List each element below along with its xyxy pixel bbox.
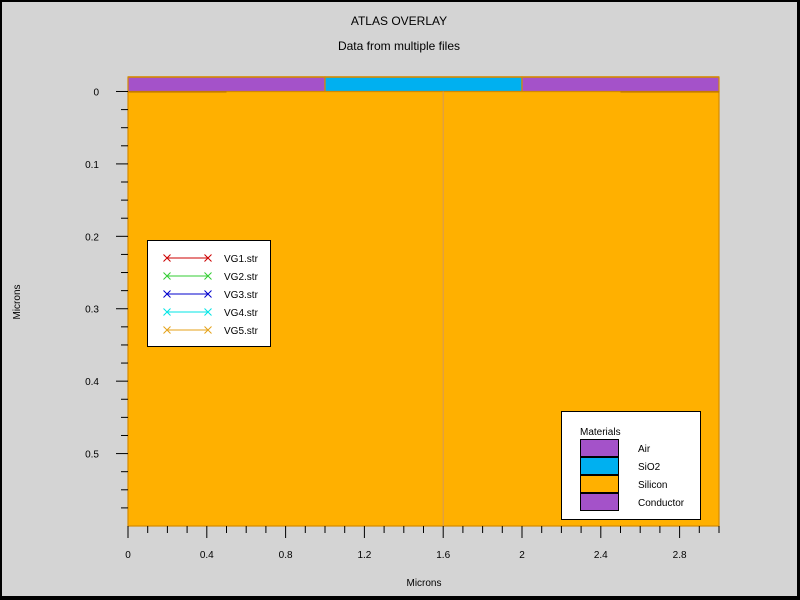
materials-legend-title: Materials [580,427,621,438]
material-swatch-Silicon [580,475,619,493]
legend-marker [163,308,171,316]
chart-title: ATLAS OVERLAY [351,14,447,28]
region-conductor-1 [127,76,326,93]
material-swatch-SiO2 [580,457,619,475]
material-label-Conductor: Conductor [638,498,685,509]
x-tick-label: 2 [519,550,525,561]
x-tick-label: 0.8 [279,550,293,561]
y-axis-title: Microns [12,284,23,319]
materials-legend: Materials Air SiO2 Silicon Conductor [561,411,701,520]
legend-marker [204,308,212,316]
material-swatch-Conductor [580,493,619,511]
legend-marker [204,326,212,334]
legend-marker [163,326,171,334]
x-tick-label: 2.4 [594,550,608,561]
y-axis: 0 0.1 0.2 0.3 0.4 0.5 [85,87,128,509]
legend-label-VG4.str: VG4.str [224,308,259,319]
x-tick-label: 2.8 [673,550,687,561]
material-swatch-Air [580,439,619,457]
legend-marker [163,254,171,262]
y-tick-label: 0.5 [85,450,99,461]
legend-label-VG2.str: VG2.str [224,272,259,283]
x-tick-label: 0.4 [200,550,214,561]
legend-marker [204,254,212,262]
x-axis-title: Microns [406,578,441,589]
y-tick-label: 0 [93,87,99,98]
x-axis: 0 0.4 0.8 1.2 1.6 2 2.4 2.8 [125,526,720,561]
legend-label-VG5.str: VG5.str [224,326,259,337]
material-label-Air: Air [638,444,651,455]
region-sio2-2 [324,76,523,93]
x-tick-label: 1.6 [436,550,450,561]
chart-subtitle: Data from multiple files [338,39,460,53]
material-label-SiO2: SiO2 [638,462,661,473]
x-tick-label: 0 [125,550,131,561]
legend-marker [163,272,171,280]
y-tick-label: 0.2 [85,232,99,243]
legend-label-VG3.str: VG3.str [224,290,259,301]
y-tick-label: 0.4 [85,377,99,388]
material-label-Silicon: Silicon [638,480,667,491]
legend-label-VG1.str: VG1.str [224,254,259,265]
legend-marker [204,272,212,280]
legend-marker [163,290,171,298]
series-legend: VG1.str VG2.str VG3.str VG4.str VG5.str [147,240,271,347]
legend-marker [204,290,212,298]
x-tick-label: 1.2 [357,550,371,561]
y-tick-label: 0.3 [85,305,99,316]
region-conductor-3 [521,76,720,93]
y-tick-label: 0.1 [85,160,99,171]
